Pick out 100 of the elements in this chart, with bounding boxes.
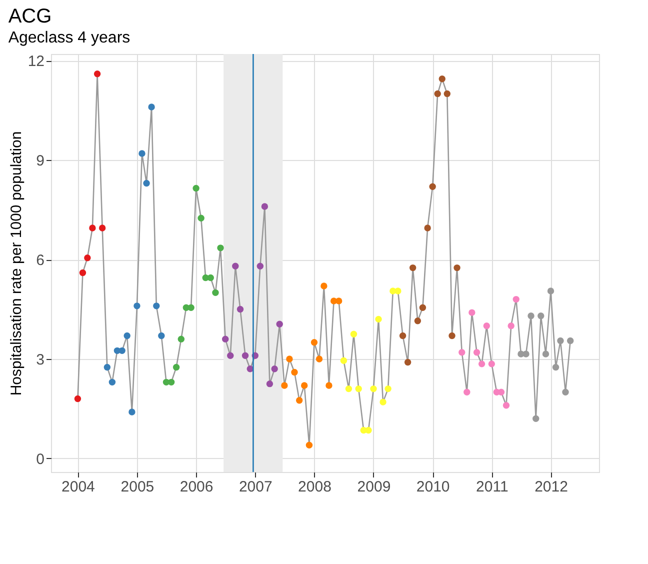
y-tick-label: 6 [36,252,44,270]
point [74,395,82,402]
point [242,352,249,359]
point [153,302,160,310]
point [212,289,219,296]
point [89,224,96,232]
point [340,357,348,364]
point [118,347,126,354]
point [168,378,175,386]
point [286,356,293,362]
point [384,385,392,392]
point [350,330,358,338]
point [222,336,229,342]
point [547,288,554,294]
point [528,312,534,320]
point [478,360,486,368]
point [424,224,431,232]
point [296,397,303,404]
point [464,388,470,396]
point [335,298,342,304]
point [178,336,185,342]
point [483,322,490,330]
point [508,322,514,330]
point [557,337,564,344]
x-tick-label: 2008 [298,478,332,496]
point [375,316,382,323]
point [473,348,480,356]
point [448,332,456,340]
point [380,398,386,406]
point [326,382,332,389]
point [124,332,130,340]
point [256,262,264,270]
point [502,402,510,409]
point [291,368,298,376]
point [143,180,150,187]
point [172,364,180,371]
x-tick-label: 2007 [238,478,272,496]
point [562,388,569,396]
point [128,408,136,416]
point [94,70,101,78]
x-tick-label: 2011 [476,478,508,496]
point [532,415,540,422]
point [276,320,283,328]
point [566,337,574,344]
x-tick-label: 2006 [180,478,214,496]
point [488,360,496,368]
point [355,385,362,392]
point [458,348,466,356]
point [498,388,505,396]
y-tick-label: 0 [36,450,44,468]
point [227,352,234,359]
point [454,264,460,272]
y-tick-label: 12 [28,53,44,70]
chart-title: ACG [8,5,52,28]
point [414,317,422,324]
point [404,358,412,366]
x-tick-label: 2009 [357,478,391,496]
point [236,306,244,313]
point [134,302,140,310]
point [370,385,377,392]
point [429,183,436,190]
point [217,244,224,252]
point [232,262,239,270]
point [434,90,441,98]
point [138,150,146,157]
point [394,288,402,294]
point [538,312,544,320]
x-tick-label: 2005 [120,478,154,496]
point [444,90,450,98]
point [148,104,155,110]
point [84,254,91,262]
point [188,304,194,311]
x-tick-label: 2010 [416,478,450,496]
point [261,203,268,210]
point [468,309,476,316]
point [438,76,446,82]
point [104,364,111,371]
point [207,274,214,282]
point [301,382,308,389]
point [399,332,406,340]
x-tick-label: 2012 [534,478,568,496]
point [542,350,550,358]
point [198,214,204,222]
point [192,184,200,192]
point [310,339,318,346]
chart-subtitle: Ageclass 4 years [8,29,130,46]
x-tick-label: 2004 [62,478,95,496]
point [271,366,278,372]
point [345,385,352,392]
point [512,296,520,303]
y-axis-title: Hospitalisation rate per 1000 population [8,131,25,396]
point [552,364,560,371]
y-tick-label: 9 [36,152,44,170]
y-tick-label: 3 [36,351,44,368]
point [365,426,372,434]
point [320,282,328,290]
point [98,224,106,232]
point [306,442,313,448]
point [409,264,416,272]
point [522,350,530,358]
